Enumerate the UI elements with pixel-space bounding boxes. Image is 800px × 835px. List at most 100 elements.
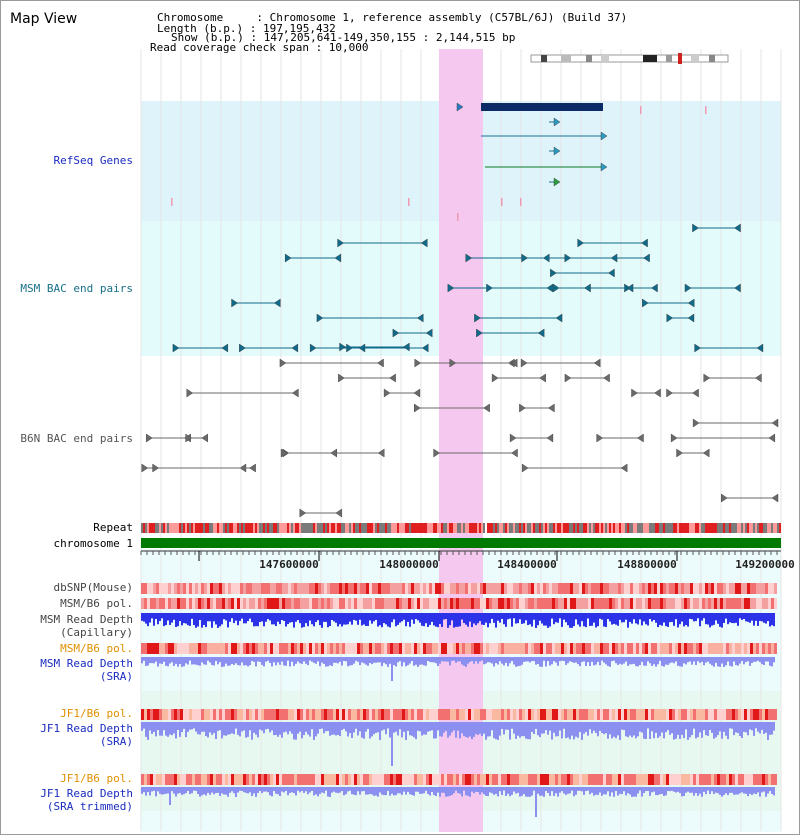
track-label-jf1-read-depth-sra[interactable]: JF1 Read Depth <box>40 722 133 735</box>
polymorphism-bar <box>528 709 531 720</box>
polymorphism-bar <box>159 709 162 720</box>
read-depth-bar <box>603 787 605 795</box>
read-depth-bar <box>283 722 285 733</box>
read-depth-bar <box>509 722 511 740</box>
read-depth-bar <box>299 787 301 793</box>
polymorphism-bar <box>528 774 531 785</box>
repeat-bar <box>245 523 247 533</box>
repeat-bar <box>491 523 493 533</box>
polymorphism-bar <box>732 643 735 654</box>
polymorphism-bar <box>303 643 306 654</box>
polymorphism-bar <box>318 709 321 720</box>
read-depth-bar <box>727 722 729 740</box>
polymorphism-bar <box>774 598 777 609</box>
read-depth-bar <box>315 613 317 622</box>
read-depth-bar <box>535 722 537 729</box>
repeat-bar <box>341 523 343 533</box>
polymorphism-bar <box>753 583 756 594</box>
read-depth-bar <box>249 613 251 619</box>
read-depth-bar <box>505 657 507 663</box>
polymorphism-bar <box>189 583 192 594</box>
track-label-msm-b6-pol[interactable]: MSM/B6 pol. <box>60 597 133 610</box>
read-depth-bar <box>233 657 235 665</box>
polymorphism-bar <box>165 709 168 720</box>
bac-end <box>520 358 528 368</box>
read-depth-bar <box>405 613 407 627</box>
repeat-bar <box>457 523 459 533</box>
repeat-bar <box>369 523 371 533</box>
read-depth-bar <box>193 613 195 626</box>
read-depth-bar <box>385 613 387 625</box>
polymorphism-bar <box>558 709 561 720</box>
polymorphism-bar <box>627 774 630 785</box>
track-label-msm-read-depth-capillary[interactable]: MSM Read Depth <box>40 613 133 626</box>
polymorphism-bar <box>384 709 387 720</box>
read-depth-bar <box>285 787 287 791</box>
track-label-repeat[interactable]: Repeat <box>93 521 133 534</box>
repeat-bar <box>447 523 449 533</box>
bac-end <box>687 313 695 323</box>
track-label-dbsnp[interactable]: dbSNP(Mouse) <box>53 581 133 594</box>
repeat-bar <box>199 523 201 533</box>
repeat-bar <box>167 523 169 533</box>
track-label-jf1-b6-pol[interactable]: JF1/B6 pol. <box>60 707 133 720</box>
polymorphism-bar <box>510 643 513 654</box>
read-depth-bar <box>585 722 587 732</box>
repeat-bar <box>713 523 715 533</box>
polymorphism-bar <box>456 643 459 654</box>
polymorphism-bar <box>246 583 249 594</box>
polymorphism-bar <box>276 583 279 594</box>
read-depth-bar <box>215 722 217 739</box>
track-label-msm-read-depth-sra[interactable]: MSM Read Depth <box>40 657 133 670</box>
repeat-bar <box>765 523 767 533</box>
read-depth-bar <box>197 722 199 735</box>
ideogram-band <box>691 55 699 62</box>
read-depth-bar <box>273 787 275 792</box>
bac-end <box>509 433 517 443</box>
polymorphism-bar <box>489 709 492 720</box>
track-label-msm-bac-end-pairs[interactable]: MSM BAC end pairs <box>20 282 133 295</box>
read-depth-bar <box>477 787 479 792</box>
read-depth-bar <box>163 613 165 627</box>
polymorphism-bar <box>150 598 153 609</box>
polymorphism-bar <box>447 774 450 785</box>
read-depth-bar <box>737 787 739 795</box>
polymorphism-bar <box>168 774 171 785</box>
read-depth-bar <box>455 722 457 738</box>
read-depth-bar <box>459 787 461 794</box>
polymorphism-bar <box>555 598 558 609</box>
repeat-bar <box>557 523 559 533</box>
polymorphism-bar <box>315 598 318 609</box>
read-depth-bar <box>309 657 311 661</box>
read-depth-bar <box>577 613 579 625</box>
polymorphism-bar <box>426 583 429 594</box>
read-depth-bar <box>739 657 741 664</box>
repeat-bar <box>195 523 197 533</box>
read-depth-bar <box>641 787 643 797</box>
read-depth-bar <box>505 613 507 627</box>
read-depth-bar <box>169 722 171 735</box>
read-depth-bar <box>193 787 195 791</box>
polymorphism-bar <box>351 643 354 654</box>
read-depth-bar <box>759 657 761 663</box>
bac-end <box>403 342 410 352</box>
repeat-bar <box>459 523 461 533</box>
track-label-b6n-bac-end-pairs[interactable]: B6N BAC end pairs <box>20 432 133 445</box>
track-label-refseq-genes[interactable]: RefSeq Genes <box>53 154 133 167</box>
read-depth-bar <box>515 722 517 739</box>
polymorphism-bar <box>234 598 237 609</box>
read-depth-bar <box>445 657 447 662</box>
polymorphism-bar <box>225 598 228 609</box>
track-label-msm-b6-pol-sra[interactable]: MSM/B6 pol. <box>60 642 133 655</box>
read-depth-bar <box>461 722 463 734</box>
repeat-bar <box>659 523 661 533</box>
repeat-bar <box>379 523 381 533</box>
track-label-jf1-b6-pol-trimmed[interactable]: JF1/B6 pol. <box>60 772 133 785</box>
polymorphism-bar <box>345 643 348 654</box>
track-label-jf1-read-depth-trimmed[interactable]: JF1 Read Depth <box>40 787 133 800</box>
polymorphism-bar <box>330 709 333 720</box>
repeat-bar <box>301 523 303 533</box>
repeat-bar <box>721 523 723 533</box>
read-depth-bar <box>141 613 143 621</box>
